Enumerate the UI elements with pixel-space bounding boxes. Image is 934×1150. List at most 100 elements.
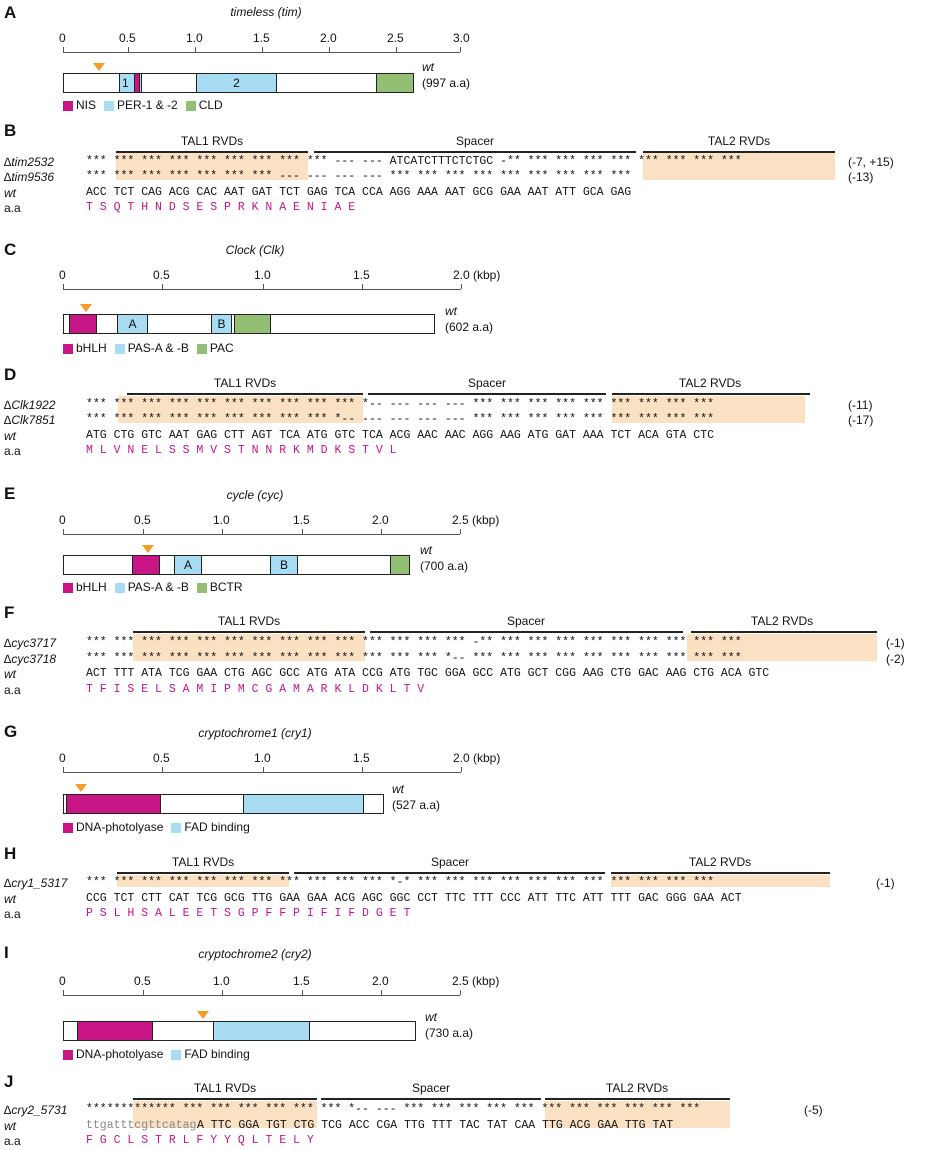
indel-note: (-1) <box>886 636 905 650</box>
legend-swatch <box>185 100 196 111</box>
target-site-arrow <box>93 63 105 71</box>
tal1-label: TAL1 RVDs <box>180 134 244 148</box>
tal2-bar <box>643 151 835 153</box>
mutant-label: ∆cry2_5731 <box>4 1103 68 1117</box>
legend-swatch <box>171 1049 182 1060</box>
sequence-row: ACT TTT ATA TCG GAA CTG AGC GCC ATG ATA … <box>86 667 770 680</box>
tal1-bar <box>133 1098 317 1100</box>
spacer-label: Spacer <box>455 134 495 148</box>
panel-label-j: J <box>4 1072 14 1091</box>
tick-label: 1.0 <box>213 513 230 527</box>
indel-note: (-11) <box>848 398 873 412</box>
pas-a-domain: A <box>117 314 148 334</box>
target-site-arrow <box>75 784 87 792</box>
amino-acid-row: F G C L S T R L F Y Y Q L T E L Y <box>86 1134 314 1147</box>
protein-length: (700 a.a) <box>420 559 469 573</box>
amino-acid-row: M L V N E L S S M V S T N N R K M D K S … <box>86 444 397 457</box>
tal2-bar <box>545 1098 730 1100</box>
legend-swatch <box>196 343 207 354</box>
tal2-label: TAL2 RVDs <box>688 855 752 869</box>
mutant-label: ∆tim9536 <box>4 170 55 184</box>
legend-swatch <box>104 100 115 111</box>
wt-row-label: wt <box>4 429 16 443</box>
indel-note: (-5) <box>804 1103 823 1117</box>
tal2-label: TAL2 RVDs <box>605 1081 669 1095</box>
tick-label: 0.5 <box>153 268 170 282</box>
wt-row-label: wt <box>4 892 16 906</box>
sequence-row-lowercase: ttgatttcgttcatag <box>86 1119 197 1132</box>
protein-length: (730 a.a) <box>425 1026 474 1040</box>
tal2-bar <box>691 631 877 633</box>
mutant-label: ∆tim2532 <box>4 155 55 169</box>
mutant-label: ∆cyc3718 <box>4 652 57 666</box>
wt-label: wt <box>392 782 404 796</box>
tick-label: 1.5 <box>293 513 310 527</box>
legend-swatch <box>63 343 73 354</box>
wt-label: wt <box>422 60 434 74</box>
scale-ruler <box>63 289 461 290</box>
tal2-highlight <box>643 153 835 180</box>
gene-title-tim: timeless (tim) <box>230 5 302 19</box>
wt-label: wt <box>425 1010 437 1024</box>
legend-swatch <box>114 343 125 354</box>
nis-domain <box>134 73 140 93</box>
tick-label: 2.0 (kbp) <box>453 268 501 282</box>
tal2-label: TAL2 RVDs <box>707 134 771 148</box>
tick-label: 0 <box>59 31 66 45</box>
spacer-bar <box>294 872 605 874</box>
tick-label: 2.0 (kbp) <box>453 751 501 765</box>
tick-label: 1.5 <box>293 974 310 988</box>
spacer-bar <box>321 1098 541 1100</box>
tal2-highlight <box>611 875 830 887</box>
tick-label: 0.5 <box>119 31 136 45</box>
indel-note: (-13) <box>848 170 874 184</box>
panel-label-a: A <box>4 3 17 22</box>
sequence-row: *** *** *** *** *** *** *** *** *** --- … <box>86 155 742 168</box>
tal2-highlight <box>545 1101 730 1128</box>
tal2-bar <box>611 872 830 874</box>
tal1-label: TAL1 RVDs <box>217 614 281 628</box>
tick-label: 0 <box>59 974 66 988</box>
dna-photolyase-domain <box>77 1021 153 1041</box>
tal1-highlight <box>116 153 308 180</box>
legend-swatch <box>196 582 207 593</box>
panel-label-h: H <box>4 844 17 863</box>
tal2-label: TAL2 RVDs <box>750 614 814 628</box>
tick-label: 1.0 <box>254 268 271 282</box>
per-domain-2: 2 <box>196 73 277 93</box>
mutant-label: ∆Clk7851 <box>4 413 56 427</box>
spacer-bar <box>368 393 606 395</box>
spacer-label: Spacer <box>411 1081 451 1095</box>
sequence-row: A TTC GGA TGT CTG TCG ACC CGA TTG TTT TA… <box>197 1119 674 1132</box>
tick-label: 1.0 <box>254 751 271 765</box>
tick-label: 0 <box>59 751 66 765</box>
amino-acid-row: T S Q T H N D S E S P R K N A E N I A E <box>86 201 356 214</box>
wt-row-label: wt <box>4 1119 16 1133</box>
panel-label-f: F <box>4 603 15 622</box>
spacer-label: Spacer <box>467 376 507 390</box>
panel-label-c: C <box>4 240 17 259</box>
indel-note: (-7, +15) <box>848 155 894 169</box>
pas-a-domain: A <box>174 555 202 575</box>
amino-acid-row: T F I S E L S A M I P M C G A M A R K L … <box>86 683 425 696</box>
sequence-row: *** *** *** *** *** *** *** *** *** *** … <box>86 636 742 649</box>
panel-label-e: E <box>4 484 16 503</box>
tick-label: 2.5 (kbp) <box>452 974 500 988</box>
target-site-arrow <box>80 304 92 312</box>
tick-label: 1.5 <box>253 31 270 45</box>
tal1-highlight <box>133 634 365 661</box>
aa-row-label: a.a <box>4 1134 21 1148</box>
bhlh-domain <box>132 555 160 575</box>
bctr-domain <box>390 555 410 575</box>
tal1-bar <box>133 631 365 633</box>
tal2-highlight <box>612 396 805 423</box>
cld-domain <box>376 73 414 93</box>
scale-ruler <box>63 534 460 535</box>
tick-label: 2.5 <box>387 31 404 45</box>
gene-title-cyc: cycle (cyc) <box>226 488 284 502</box>
tal2-label: TAL2 RVDs <box>678 376 742 390</box>
pac-domain <box>234 314 271 334</box>
tick-label: 3.0 <box>453 31 470 45</box>
tal1-bar <box>116 151 308 153</box>
aa-row-label: a.a <box>4 683 21 697</box>
